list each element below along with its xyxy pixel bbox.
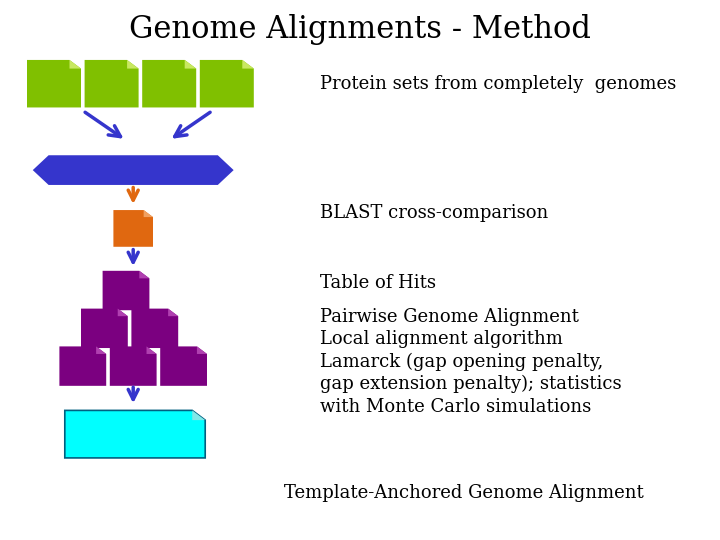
Polygon shape [242,60,253,69]
Polygon shape [33,156,233,185]
Polygon shape [69,60,81,69]
Polygon shape [168,309,179,316]
Text: Protein sets from completely  genomes: Protein sets from completely genomes [320,75,677,93]
Polygon shape [60,347,107,386]
Text: Table of Hits: Table of Hits [320,274,436,293]
Polygon shape [132,309,179,348]
Text: Template-Anchored Genome Alignment: Template-Anchored Genome Alignment [284,484,644,502]
Text: Pairwise Genome Alignment
Local alignment algorithm
Lamarck (gap opening penalty: Pairwise Genome Alignment Local alignmen… [320,308,622,415]
Polygon shape [65,410,205,458]
Polygon shape [142,60,196,107]
Text: BLAST cross-comparison: BLAST cross-comparison [320,204,549,222]
Polygon shape [160,347,207,386]
Polygon shape [102,271,150,310]
Polygon shape [192,410,205,420]
Polygon shape [109,347,157,386]
Polygon shape [85,60,138,107]
Polygon shape [27,60,81,107]
Polygon shape [81,309,128,348]
Polygon shape [147,347,157,354]
Polygon shape [117,309,128,316]
Polygon shape [143,210,153,217]
Polygon shape [200,60,253,107]
Polygon shape [197,347,207,354]
Polygon shape [184,60,196,69]
Polygon shape [127,60,138,69]
Polygon shape [140,271,150,279]
Polygon shape [96,347,107,354]
Polygon shape [114,210,153,247]
Text: Genome Alignments - Method: Genome Alignments - Method [129,14,591,45]
